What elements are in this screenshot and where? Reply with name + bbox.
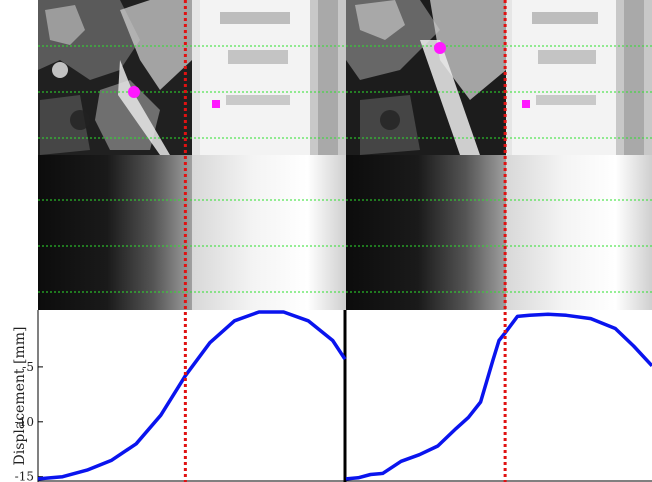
marker-left-square <box>212 100 220 108</box>
sync-lines <box>183 0 507 482</box>
image-panel-right <box>346 0 506 155</box>
marker-left-circle <box>128 86 140 98</box>
y-tick-label: -15 <box>15 470 34 482</box>
image-panel-left-bright <box>192 0 346 155</box>
displacement-curves <box>37 310 652 481</box>
image-panel-right-bright <box>506 0 652 155</box>
marker-right-circle <box>434 42 446 54</box>
image-panel-left <box>38 0 192 155</box>
marker-right-square <box>522 100 530 108</box>
y-ticks: -5 -10 -15 <box>15 360 43 482</box>
y-axis-title: Displacement [mm] <box>12 327 28 466</box>
y-tick-label: -10 <box>15 415 34 429</box>
displacement-series-right <box>345 312 652 481</box>
profile-panel-left <box>38 155 346 310</box>
markers <box>128 42 530 108</box>
displacement-series-left <box>37 310 347 481</box>
profile-panel-right <box>346 155 652 310</box>
y-tick-label: -5 <box>22 360 34 374</box>
plot-area <box>37 310 652 482</box>
